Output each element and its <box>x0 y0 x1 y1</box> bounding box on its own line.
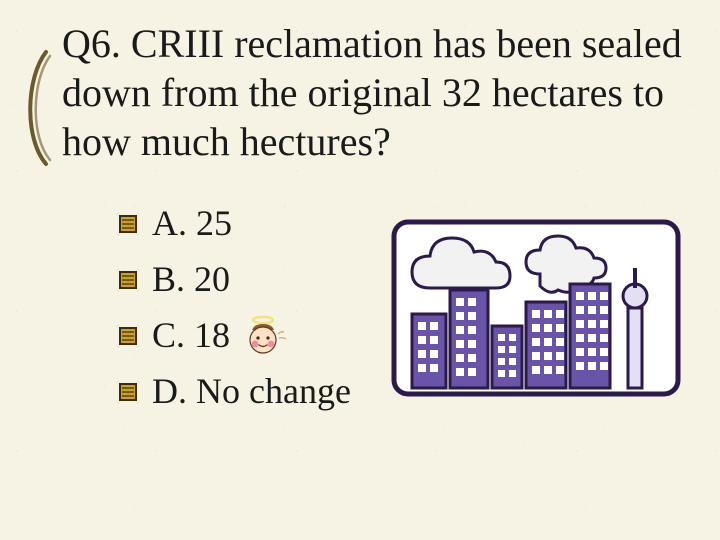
bullet-icon <box>118 326 138 346</box>
bullet-icon <box>118 382 138 402</box>
slide: Q6. CRIII reclamation has been sealed do… <box>0 0 720 540</box>
city-illustration <box>390 218 682 398</box>
question-text: Q6. CRIII reclamation has been sealed do… <box>62 20 686 166</box>
option-label: B. 20 <box>152 252 230 308</box>
option-label: C. 18 <box>152 308 230 364</box>
option-label: D. No change <box>152 364 351 420</box>
paren-decoration <box>16 48 56 168</box>
bullet-icon <box>118 214 138 234</box>
bullet-icon <box>118 270 138 290</box>
option-label: A. 25 <box>152 196 232 252</box>
angel-face-icon <box>238 314 288 358</box>
